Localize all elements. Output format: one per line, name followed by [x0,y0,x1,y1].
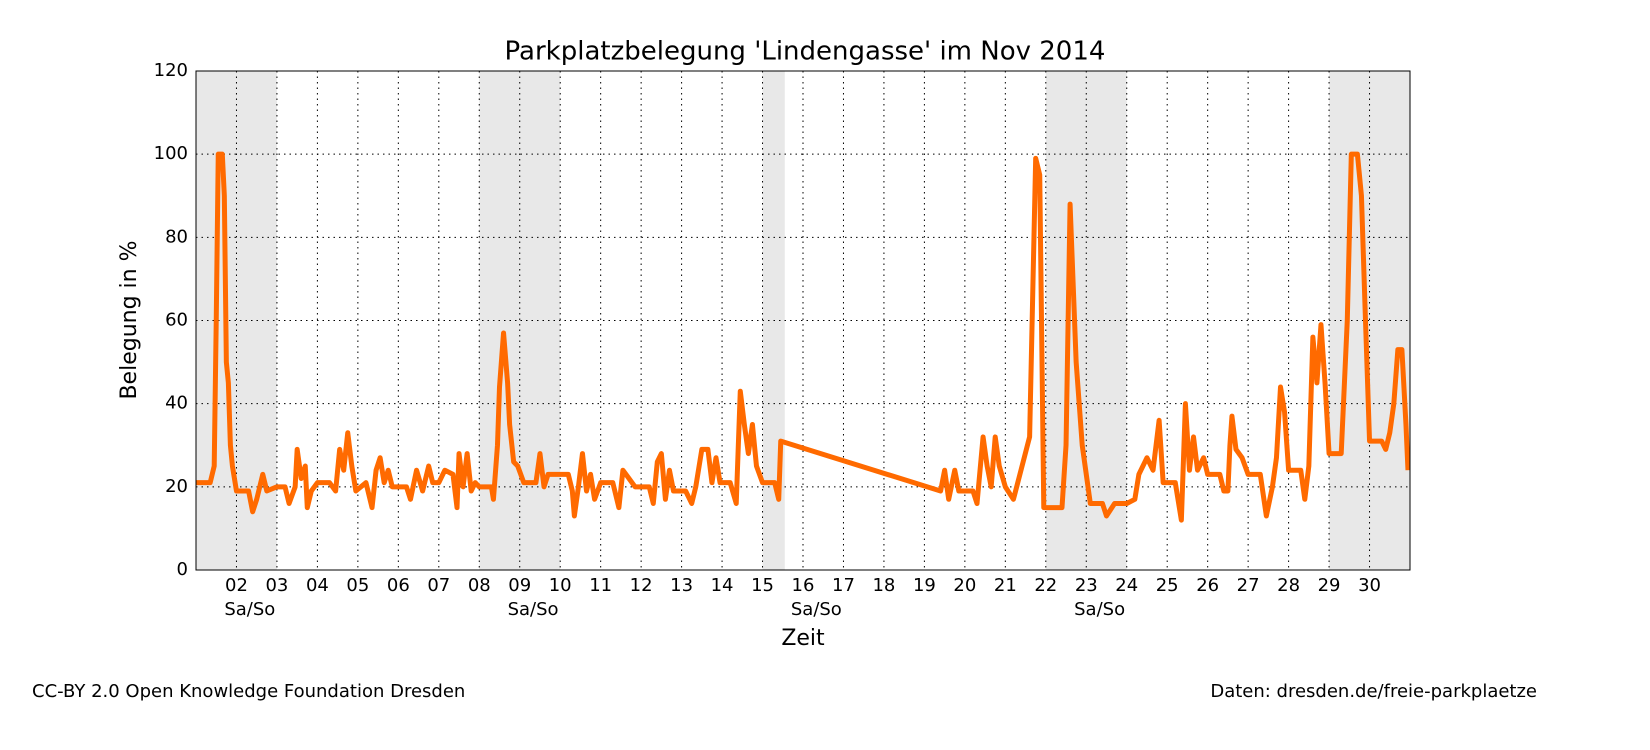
x-tick-label: 19 [913,575,936,596]
plot-frame [195,70,1411,571]
x-tick-label: 10 [549,575,572,596]
x-tick-label: 23 [1075,575,1098,596]
footer-right: Daten: dresden.de/freie-parkplaetze [1210,681,1537,702]
x-tick-label: 30 [1358,575,1381,596]
weekend-label: Sa/So [1074,599,1125,620]
x-tick-label: 18 [872,575,895,596]
x-tick-label: 22 [1034,575,1057,596]
y-tick-label: 80 [165,226,188,247]
x-tick-label: 04 [306,575,329,596]
x-tick-label: 27 [1237,575,1260,596]
x-tick-label: 24 [1115,575,1138,596]
y-tick-label: 120 [154,60,188,81]
y-axis-label: Belegung in % [117,240,142,399]
data-line [196,151,1411,523]
x-tick-label: 20 [953,575,976,596]
x-tick-label: 16 [792,575,815,596]
x-tick-label: 12 [630,575,653,596]
x-tick-label: 21 [994,575,1017,596]
y-tick-label: 20 [165,476,188,497]
footer-left: CC-BY 2.0 Open Knowledge Foundation Dres… [32,681,465,702]
y-tick-label: 100 [154,143,188,164]
x-tick-label: 02 [225,575,248,596]
plot-area: Sa/So Sa/So Sa/So Sa/So 0 20 40 60 80 100 120 02 03 0… [154,60,1411,620]
x-tick-label: 17 [832,575,855,596]
weekend-label: Sa/So [508,599,559,620]
x-tick-label: 29 [1318,575,1341,596]
y-tick-label: 40 [165,393,188,414]
y-tick-label: 60 [165,310,188,331]
x-tick-label: 13 [670,575,693,596]
x-tick-label: 06 [387,575,410,596]
x-tick-label: 08 [468,575,491,596]
x-tick-label: 09 [508,575,531,596]
x-axis-label: Zeit [781,626,825,651]
x-tick-label: 05 [346,575,369,596]
x-tick-label: 25 [1156,575,1179,596]
weekend-label: Sa/So [791,599,842,620]
x-tick-label: 03 [265,575,288,596]
x-tick-label: 14 [711,575,734,596]
x-tick-label: 07 [427,575,450,596]
chart-title: Parkplatzbelegung 'Lindengasse' im Nov 2… [505,37,1106,67]
y-tick-label: 0 [177,559,188,580]
x-tick-label: 11 [589,575,612,596]
x-tick-label: 28 [1277,575,1300,596]
weekend-label: Sa/So [224,599,275,620]
x-tick-label: 26 [1196,575,1219,596]
x-tick-label: 15 [751,575,774,596]
